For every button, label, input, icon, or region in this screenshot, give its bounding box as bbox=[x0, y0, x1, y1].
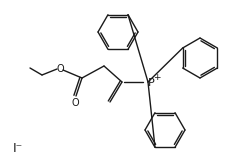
Text: I⁻: I⁻ bbox=[13, 141, 23, 155]
Text: +: + bbox=[153, 73, 161, 81]
Text: P: P bbox=[148, 78, 154, 88]
Text: O: O bbox=[71, 98, 79, 108]
Text: O: O bbox=[56, 64, 64, 74]
